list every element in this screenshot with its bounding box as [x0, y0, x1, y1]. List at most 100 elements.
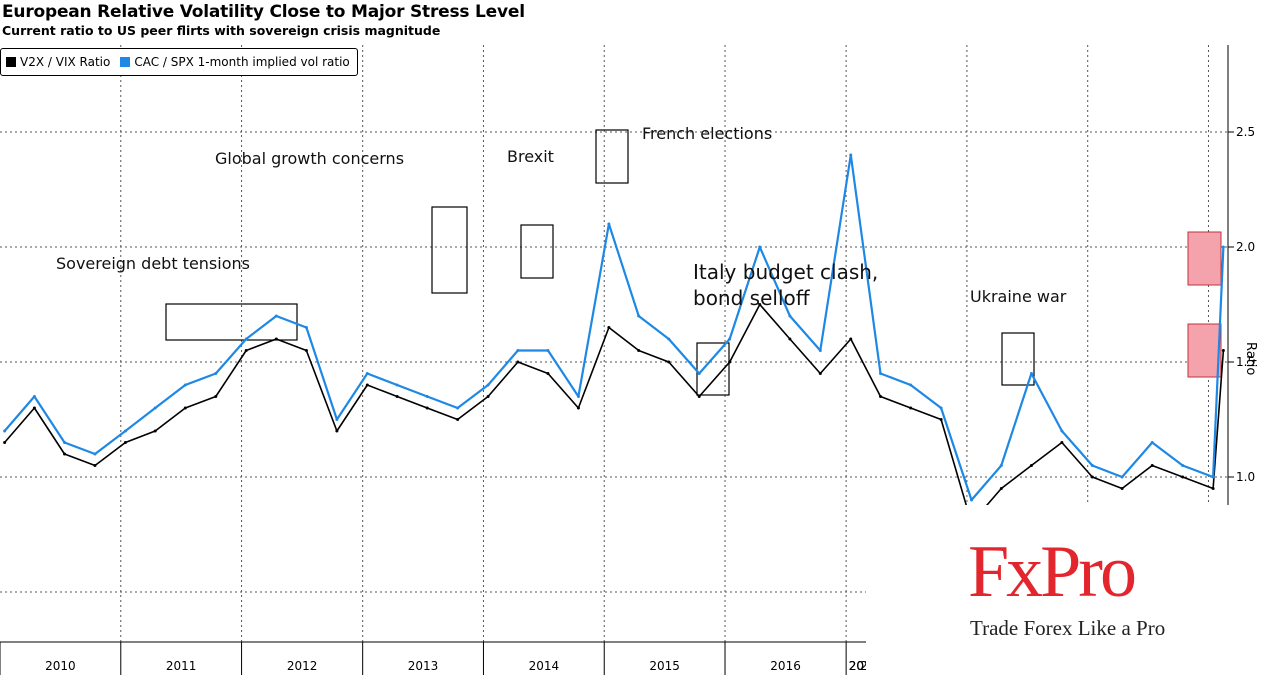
series-point-1 — [576, 395, 580, 398]
series-point-0 — [365, 383, 369, 387]
series-point-0 — [153, 429, 157, 433]
annotation-global-growth: Global growth concerns — [215, 149, 405, 168]
annotation-french-elections: French elections — [642, 124, 773, 143]
series-point-1 — [788, 314, 792, 318]
series-point-1 — [214, 372, 218, 375]
series-point-0 — [63, 452, 67, 456]
y-tick-label: 2.5 — [1236, 125, 1255, 139]
series-point-1 — [244, 337, 248, 341]
series-point-1 — [607, 222, 611, 226]
stress-highlight-box — [1187, 231, 1222, 286]
series-point-1 — [879, 372, 883, 375]
chart-lines — [3, 153, 1225, 525]
series-point-1 — [1221, 245, 1225, 249]
series-point-1 — [123, 429, 127, 433]
series-point-1 — [637, 314, 641, 318]
series-point-1 — [3, 429, 7, 433]
x-tick-label: 2010 — [45, 659, 76, 673]
series-point-1 — [697, 372, 701, 375]
series-point-1 — [304, 326, 308, 329]
series-line-0 — [3, 303, 1225, 524]
series-point-1 — [425, 395, 429, 398]
series-point-0 — [728, 360, 732, 364]
series-point-0 — [667, 360, 671, 364]
logo-background — [866, 505, 1280, 675]
annotation-italy-budget: Italy budget clash, bond selloff — [693, 260, 879, 310]
series-point-0 — [93, 464, 97, 467]
series-point-0 — [939, 418, 943, 421]
x-tick-label: 2 — [860, 659, 868, 673]
annotation-box — [431, 206, 468, 294]
annotation-box — [696, 342, 730, 396]
series-point-1 — [1150, 441, 1154, 444]
series-point-0 — [1181, 475, 1185, 479]
series-point-0 — [1060, 441, 1064, 444]
series-point-0 — [516, 360, 520, 364]
series-point-0 — [879, 395, 883, 398]
series-point-0 — [758, 303, 762, 306]
series-point-1 — [1090, 464, 1094, 467]
series-point-1 — [32, 395, 36, 398]
series-point-1 — [183, 383, 187, 387]
series-point-1 — [486, 383, 490, 387]
legend-item-v2x: V2X / VIX Ratio — [6, 55, 110, 69]
annotation-brexit: Brexit — [507, 147, 554, 166]
series-point-0 — [214, 395, 218, 398]
series-point-1 — [909, 383, 913, 387]
series-point-1 — [1211, 475, 1215, 479]
x-tick-label: 2016 — [770, 659, 801, 673]
chart-subtitle: Current ratio to US peer flirts with sov… — [2, 23, 441, 38]
series-point-0 — [1221, 349, 1225, 352]
stress-highlight-box — [1187, 323, 1222, 378]
series-point-0 — [546, 372, 550, 375]
series-point-0 — [123, 441, 127, 444]
series-point-1 — [1060, 429, 1064, 433]
series-point-1 — [849, 153, 853, 157]
series-point-0 — [304, 349, 308, 352]
y-tick-label: 2.0 — [1236, 240, 1255, 254]
x-tick-label: 2013 — [408, 659, 439, 673]
annotation-box — [520, 224, 554, 279]
series-point-0 — [3, 441, 7, 444]
series-point-1 — [516, 349, 520, 352]
series-point-0 — [335, 429, 339, 433]
series-point-0 — [818, 372, 822, 375]
series-point-0 — [183, 406, 187, 410]
series-point-1 — [274, 314, 278, 318]
series-point-0 — [456, 418, 460, 421]
x-tick-label: 2012 — [287, 659, 318, 673]
series-point-0 — [909, 406, 913, 410]
series-point-0 — [486, 395, 490, 398]
legend-item-cac: CAC / SPX 1-month implied vol ratio — [120, 55, 350, 69]
fxpro-tagline: Trade Forex Like a Pro — [970, 616, 1166, 640]
series-point-1 — [456, 406, 460, 410]
x-tick-label: 2014 — [529, 659, 560, 673]
x-tick-label: 2011 — [166, 659, 197, 673]
series-point-0 — [425, 406, 429, 410]
series-point-0 — [607, 326, 611, 329]
series-point-1 — [1120, 475, 1124, 479]
series-point-1 — [395, 383, 399, 387]
series-point-1 — [153, 406, 157, 410]
annotation-box — [165, 303, 298, 341]
annotation-boxes — [165, 129, 1222, 396]
series-point-1 — [1181, 464, 1185, 467]
legend-label-v2x: V2X / VIX Ratio — [20, 55, 111, 69]
series-point-1 — [93, 452, 97, 456]
series-point-0 — [395, 395, 399, 398]
series-point-1 — [758, 245, 762, 249]
x-tick-label: 2015 — [649, 659, 680, 673]
series-point-0 — [849, 337, 853, 341]
series-point-1 — [667, 337, 671, 341]
annotation-box — [1001, 332, 1035, 386]
y-tick-label: 1.0 — [1236, 470, 1255, 484]
series-point-1 — [728, 337, 732, 341]
series-point-1 — [939, 406, 943, 410]
series-point-1 — [365, 372, 369, 375]
y-tick-label: 1.5 — [1236, 355, 1255, 369]
legend-swatch-v2x — [6, 57, 16, 67]
series-point-1 — [546, 349, 550, 352]
legend-swatch-cac — [120, 57, 131, 67]
series-point-1 — [970, 498, 974, 502]
series-point-0 — [32, 406, 36, 410]
